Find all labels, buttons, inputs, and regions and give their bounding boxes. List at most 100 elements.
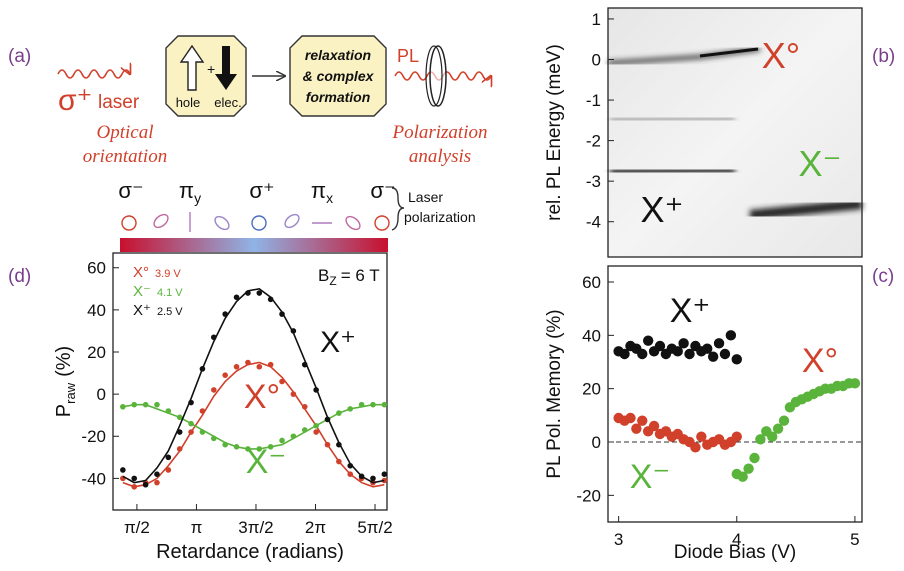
y-tick-label: 40 xyxy=(582,326,601,345)
hole-arrow xyxy=(179,44,205,91)
data-point xyxy=(755,434,766,445)
curve-label: X⁻ xyxy=(246,443,287,481)
data-point xyxy=(188,399,194,406)
series-label: X⁺ xyxy=(670,292,711,330)
elec-arrow xyxy=(215,46,237,90)
data-point xyxy=(690,442,701,453)
caption: analysis xyxy=(409,146,471,167)
box-text: elec. xyxy=(214,95,241,110)
caption: orientation xyxy=(83,146,167,167)
y-tick-label: 20 xyxy=(582,380,601,399)
data-point xyxy=(131,475,138,482)
x-tick-label: 3π/2 xyxy=(238,518,273,537)
image-background xyxy=(608,8,862,257)
data-point xyxy=(313,387,319,393)
data-point xyxy=(154,401,160,408)
data-point xyxy=(631,423,642,434)
data-point xyxy=(347,406,354,412)
legend-bias: 4.1 V xyxy=(157,287,183,299)
annotation-rest: = 6 T xyxy=(341,266,380,285)
data-point xyxy=(199,366,206,372)
pol-symbol: πy xyxy=(179,178,201,206)
x-axis-label: Diode Bias (V) xyxy=(674,542,797,563)
data-point xyxy=(648,420,660,432)
y-tick-label: 60 xyxy=(87,259,106,278)
pol-symbol: σ⁺ xyxy=(249,178,274,203)
y-tick-label: 1 xyxy=(592,10,601,29)
data-point xyxy=(313,429,319,435)
data-point xyxy=(347,471,354,477)
data-point xyxy=(358,473,365,480)
data-point xyxy=(713,338,725,349)
data-point xyxy=(642,335,654,346)
y-tick-label: -20 xyxy=(81,427,106,446)
y-axis-label: PL Pol. Memory (%) xyxy=(544,309,565,478)
y-axis-label: Praw (%) xyxy=(53,346,78,417)
data-point xyxy=(267,444,274,450)
data-point xyxy=(778,415,790,426)
x-tick-label: 2π xyxy=(305,518,326,537)
data-point xyxy=(188,420,194,427)
data-point xyxy=(743,463,754,474)
data-point xyxy=(176,429,183,435)
laser-wave xyxy=(57,70,130,79)
data-point xyxy=(233,294,240,301)
data-point xyxy=(245,446,251,452)
x-tick-label: 5π/2 xyxy=(357,518,392,537)
pol-symbol: πx xyxy=(311,178,333,206)
y-label-unit: (%) xyxy=(53,346,75,377)
series-label: X° xyxy=(802,342,838,380)
data-point xyxy=(707,351,719,362)
panel-label: (d) xyxy=(8,266,31,287)
data-point xyxy=(672,346,683,357)
data-point xyxy=(290,433,297,440)
pl-text: PL xyxy=(397,46,419,66)
legend-bias: 2.5 V xyxy=(157,306,183,318)
x-tick-label: π xyxy=(191,518,203,537)
data-point xyxy=(245,290,251,296)
y-tick-label: 0 xyxy=(592,50,601,69)
data-point xyxy=(381,477,388,484)
panel-label: (b) xyxy=(872,46,895,67)
panel-label: (c) xyxy=(872,266,894,287)
legend-name: X° xyxy=(133,264,149,281)
data-point xyxy=(336,458,342,465)
data-point xyxy=(370,475,376,482)
pol-symbol: π xyxy=(311,178,326,203)
y-tick-label: 0 xyxy=(97,385,106,404)
data-point xyxy=(279,378,285,385)
annotation-main: B xyxy=(318,266,329,285)
y-tick-label: -20 xyxy=(576,486,601,505)
x-tick-label: π/2 xyxy=(124,518,150,537)
y-tick-label: 60 xyxy=(582,273,601,292)
data-point xyxy=(233,363,240,370)
curve-label: X⁺ xyxy=(320,326,356,359)
data-point xyxy=(313,422,319,429)
data-point xyxy=(176,414,183,421)
data-point xyxy=(381,471,388,477)
data-point xyxy=(154,479,160,486)
laser-text: laser xyxy=(98,92,140,113)
y-label-main: P xyxy=(53,404,75,417)
annotation-sub: Z xyxy=(329,274,336,288)
data-point xyxy=(165,454,172,461)
data-point xyxy=(324,416,331,423)
data-point xyxy=(267,296,274,303)
box-text: formation xyxy=(306,89,371,105)
data-point xyxy=(849,378,861,389)
polarizer xyxy=(429,45,447,107)
data-point xyxy=(256,290,263,296)
plot-frame xyxy=(607,265,863,523)
data-point xyxy=(256,446,263,452)
peak-label: X⁺ xyxy=(640,189,683,230)
data-point xyxy=(256,363,263,370)
pol-icons xyxy=(121,187,405,232)
y-axis-label: rel. PL Energy (meV) xyxy=(544,44,565,221)
y-tick-label: -3 xyxy=(586,172,601,191)
data-point xyxy=(301,403,308,410)
data-point xyxy=(684,348,695,360)
data-point xyxy=(245,359,251,366)
data-point xyxy=(301,427,308,433)
data-point xyxy=(370,401,376,408)
